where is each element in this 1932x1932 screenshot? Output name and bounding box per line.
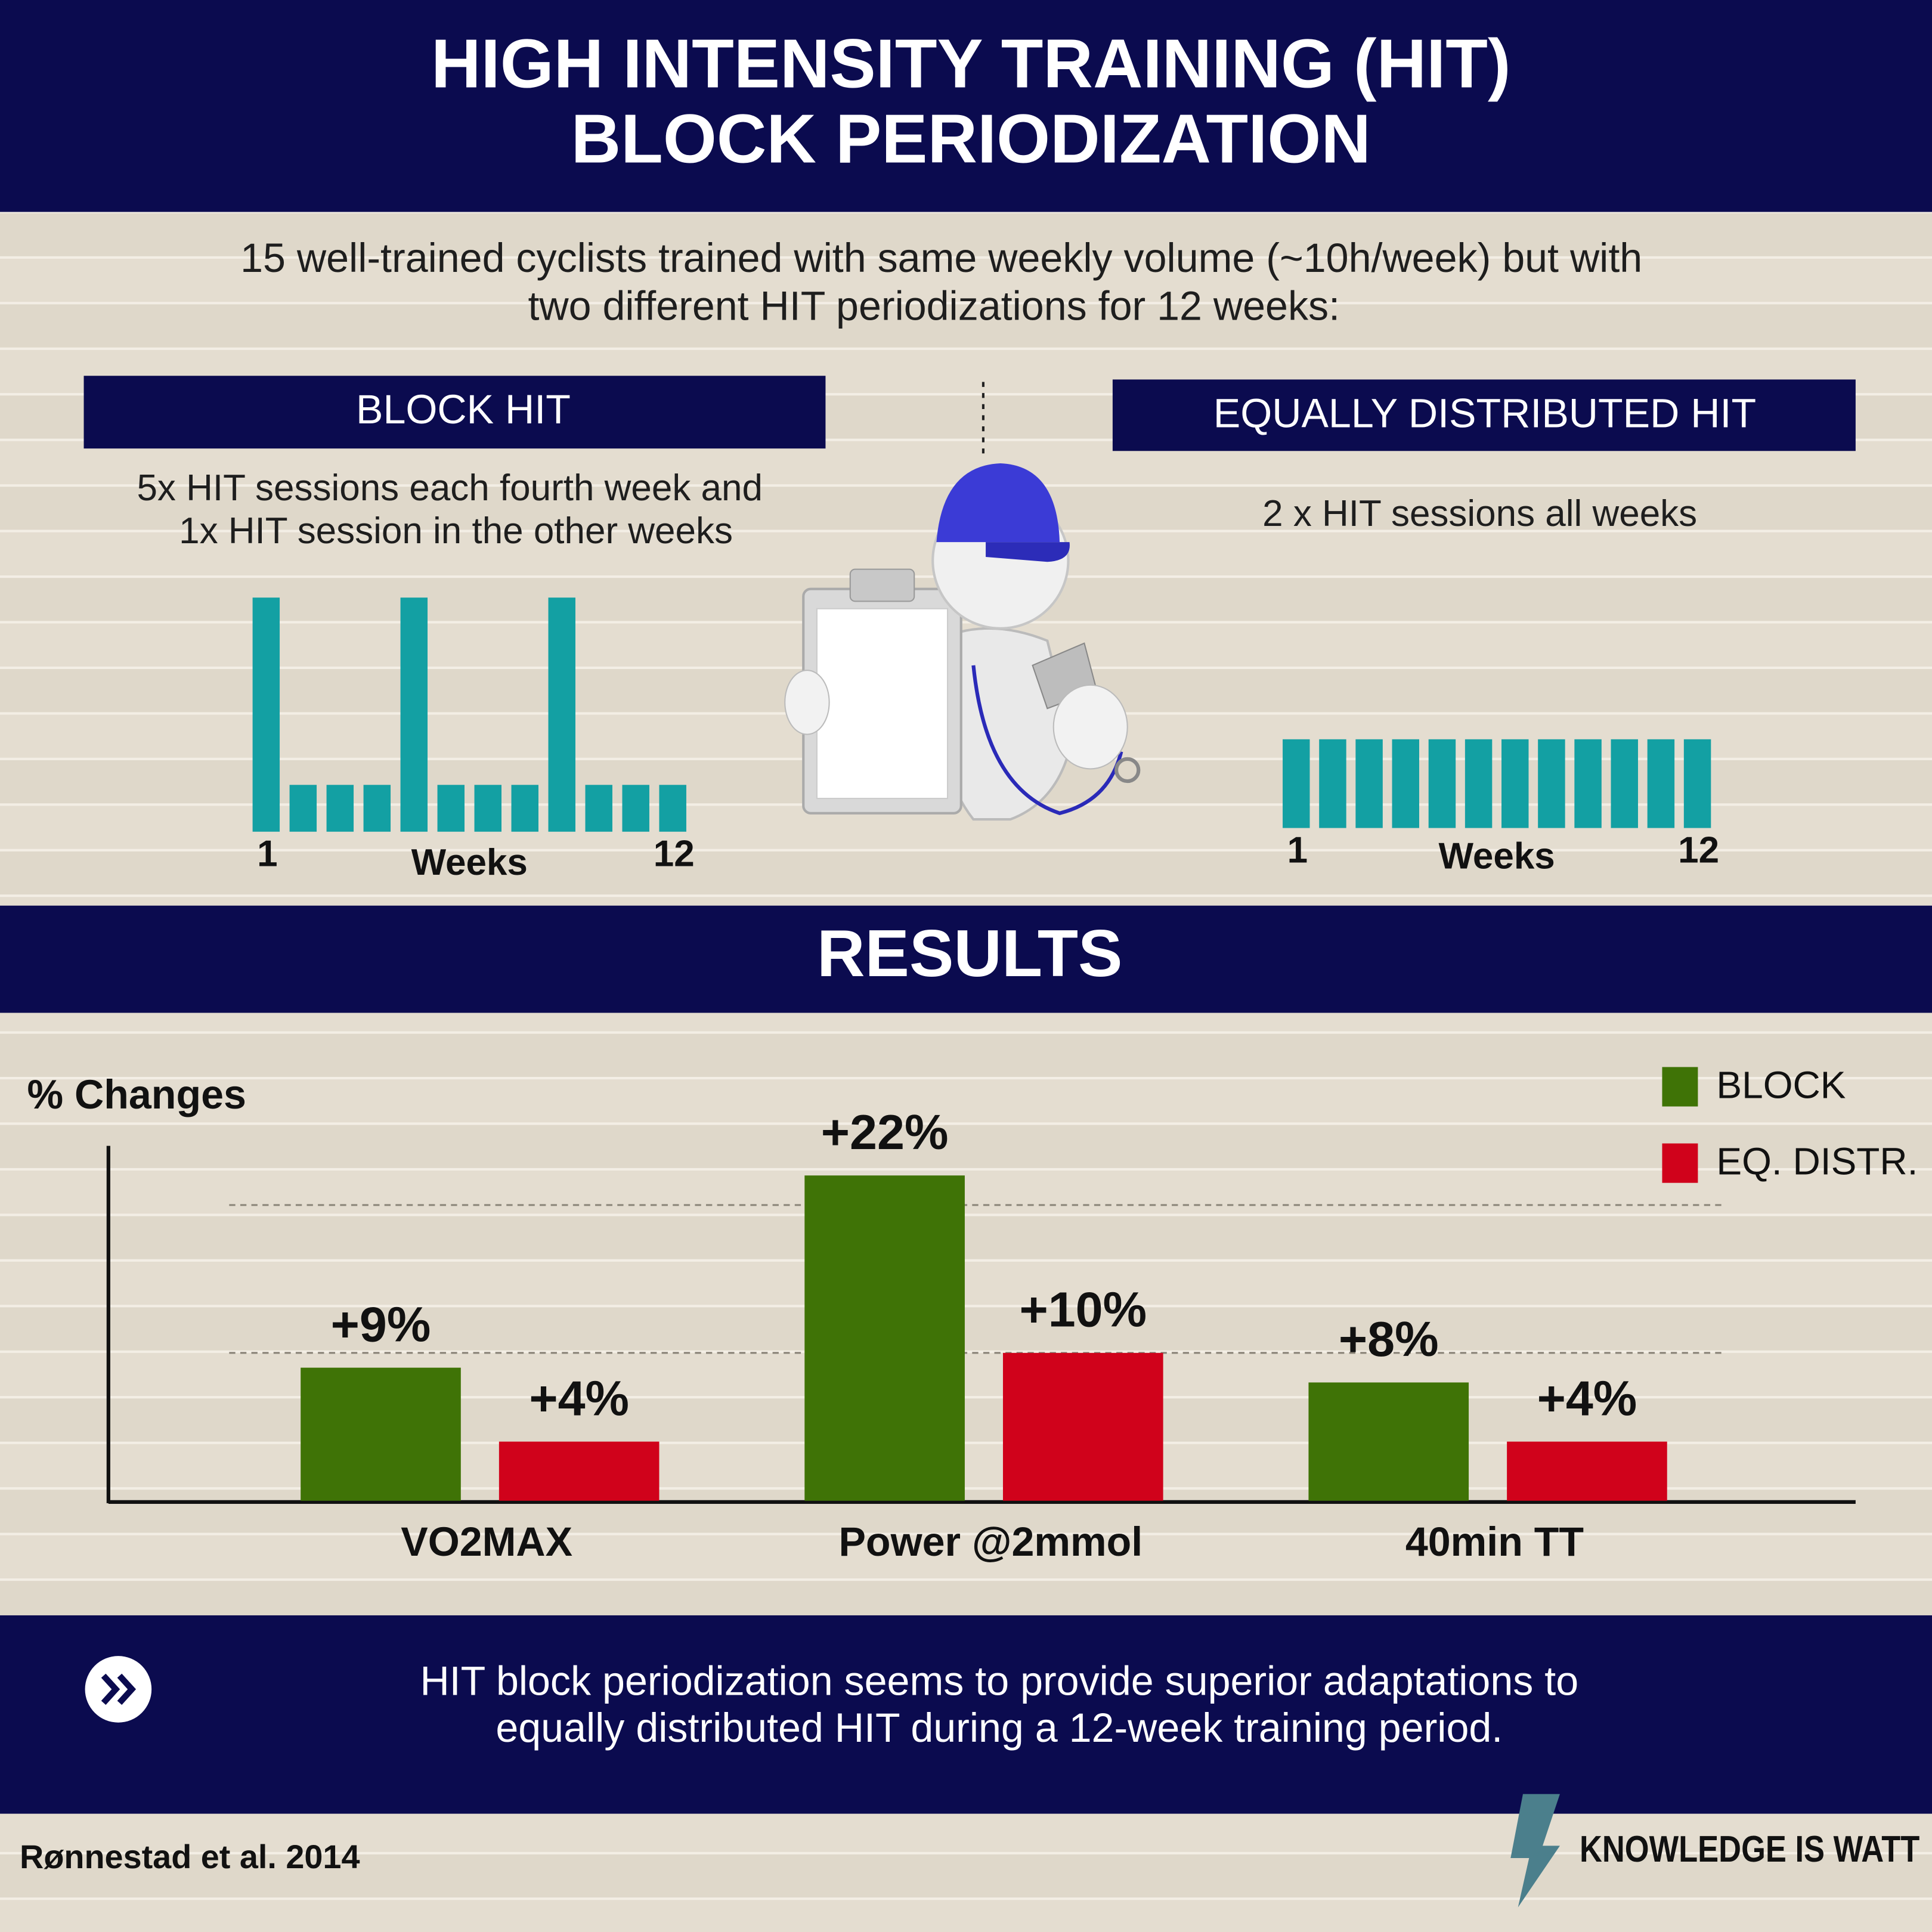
value-label: +4% bbox=[1537, 1370, 1637, 1426]
block-hit-box bbox=[83, 376, 826, 449]
title-line: HIGH INTENSITY TRAINING (HIT) bbox=[431, 24, 1511, 102]
bar bbox=[1647, 739, 1675, 828]
bar bbox=[804, 1175, 965, 1501]
bar bbox=[1392, 739, 1419, 828]
y-axis-label: % Changes bbox=[27, 1072, 246, 1117]
plank bbox=[0, 1853, 1932, 1899]
bar bbox=[1465, 739, 1493, 828]
plank bbox=[0, 1078, 1932, 1124]
conclusion-line: equally distributed HIT during a 12-week… bbox=[496, 1705, 1503, 1751]
brand: KNOWLEDGE IS WATT bbox=[1580, 1829, 1919, 1870]
value-label: +10% bbox=[1019, 1282, 1147, 1337]
bar bbox=[400, 597, 428, 832]
bar bbox=[1355, 739, 1383, 828]
results-band bbox=[0, 905, 1932, 1013]
bar bbox=[1501, 739, 1529, 828]
bar bbox=[474, 785, 501, 832]
block-hit-description: 5x HIT sessions each fourth week and bbox=[137, 467, 762, 509]
plank bbox=[0, 804, 1932, 850]
x-tick-label: 1 bbox=[257, 833, 277, 874]
bar bbox=[1683, 739, 1711, 828]
equal-hit-heading: EQUALLY DISTRIBUTED HIT bbox=[1213, 391, 1756, 436]
block-hit-description: 1x HIT session in the other weeks bbox=[179, 510, 733, 552]
equal-hit-description: 2 x HIT sessions all weeks bbox=[1262, 493, 1697, 534]
x-tick-label: 12 bbox=[1678, 829, 1719, 871]
conclusion-band bbox=[0, 1615, 1932, 1814]
x-tick-label: 12 bbox=[654, 833, 695, 874]
arrow-icon-chevrons bbox=[101, 1673, 137, 1705]
block-hit-heading: BLOCK HIT bbox=[356, 387, 571, 432]
plank bbox=[0, 1899, 1932, 1932]
bar bbox=[1611, 739, 1638, 828]
bar bbox=[1319, 739, 1346, 828]
plank bbox=[0, 1260, 1932, 1306]
conclusion-line: HIT block periodization seems to provide… bbox=[420, 1659, 1578, 1704]
bar bbox=[301, 1367, 461, 1501]
legend-swatch bbox=[1662, 1143, 1698, 1183]
intro-line: 15 well-trained cyclists trained with sa… bbox=[240, 236, 1642, 281]
bar bbox=[437, 785, 465, 832]
bar bbox=[326, 785, 354, 832]
x-axis-label: Weeks bbox=[1439, 836, 1555, 877]
bar bbox=[363, 785, 391, 832]
bar bbox=[1428, 739, 1456, 828]
plank bbox=[0, 1306, 1932, 1352]
plank bbox=[0, 1534, 1932, 1580]
plank bbox=[0, 1215, 1932, 1261]
bar bbox=[659, 785, 686, 832]
plank bbox=[0, 1807, 1932, 1853]
value-label: +4% bbox=[529, 1370, 629, 1426]
results-heading: RESULTS bbox=[817, 916, 1122, 990]
legend-swatch bbox=[1662, 1067, 1698, 1107]
x-axis-label: Weeks bbox=[411, 842, 528, 883]
title-line: BLOCK PERIODIZATION bbox=[571, 100, 1371, 177]
bar bbox=[289, 785, 317, 832]
x-tick-label: 1 bbox=[1287, 829, 1308, 871]
x-tick-label: 40min TT bbox=[1405, 1519, 1584, 1565]
equal-hit-box bbox=[1112, 379, 1856, 451]
bar bbox=[622, 785, 649, 832]
bar bbox=[548, 597, 575, 832]
bar bbox=[585, 785, 612, 832]
value-label: +9% bbox=[331, 1296, 431, 1352]
bar bbox=[1538, 739, 1565, 828]
plank bbox=[0, 850, 1932, 896]
x-tick-label: VO2MAX bbox=[401, 1519, 572, 1565]
x-tick-label: Power @2mmol bbox=[838, 1519, 1143, 1565]
plank bbox=[0, 303, 1932, 349]
plank bbox=[0, 257, 1932, 304]
legend-label: EQ. DISTR. bbox=[1716, 1140, 1918, 1183]
bar bbox=[1308, 1382, 1469, 1501]
citation: Rønnestad et al. 2014 bbox=[20, 1838, 360, 1875]
legend-label: BLOCK bbox=[1716, 1063, 1846, 1106]
bar bbox=[252, 597, 280, 832]
plank bbox=[0, 1169, 1932, 1215]
plank bbox=[0, 1397, 1932, 1443]
brand-bolt bbox=[1510, 1794, 1560, 1908]
value-label: +22% bbox=[821, 1104, 949, 1160]
plank bbox=[0, 1123, 1932, 1169]
coach-illustration bbox=[784, 463, 1141, 821]
bar bbox=[511, 785, 538, 832]
header-band bbox=[0, 0, 1932, 212]
intro-line: two different HIT periodizations for 12 … bbox=[528, 284, 1340, 329]
bar bbox=[499, 1441, 660, 1501]
bar bbox=[1507, 1441, 1667, 1501]
bar bbox=[1574, 739, 1602, 828]
plank bbox=[0, 1351, 1932, 1398]
bar bbox=[1283, 739, 1310, 828]
bar bbox=[1002, 1352, 1163, 1501]
value-label: +8% bbox=[1339, 1311, 1439, 1367]
plank bbox=[0, 1032, 1932, 1079]
plank bbox=[0, 212, 1932, 258]
